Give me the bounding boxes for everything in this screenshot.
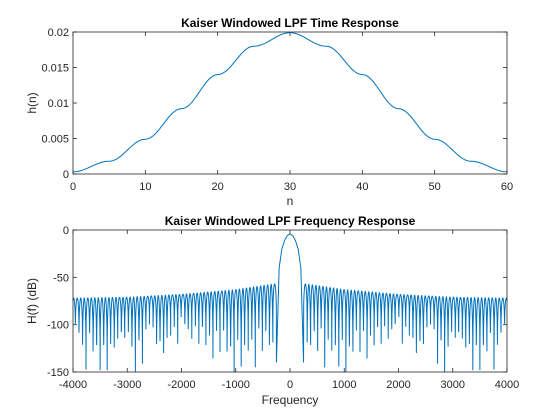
x-tick-label: 1000 bbox=[332, 379, 356, 391]
x-tick-label: 0 bbox=[287, 379, 293, 391]
time-plot-axes-box bbox=[72, 31, 508, 175]
x-tick-label: 0 bbox=[70, 181, 76, 193]
x-tick-label: 3000 bbox=[441, 379, 465, 391]
time-plot-xlabel: n bbox=[287, 194, 294, 208]
x-tick-label: 4000 bbox=[495, 379, 519, 391]
x-tick-label: -1000 bbox=[222, 379, 250, 391]
freq-plot-axes-box bbox=[72, 229, 508, 373]
time-plot-ticks: 0 10 20 30 40 50 60 0 0.005 0.01 0.015 0.02 bbox=[41, 27, 513, 193]
freq-plot-ylabel: H(f) (dB) bbox=[25, 278, 39, 324]
y-tick-label: 0 bbox=[63, 169, 69, 181]
time-response-line bbox=[72, 32, 508, 173]
x-tick-label: 60 bbox=[501, 181, 513, 193]
frequency-response-line bbox=[72, 233, 508, 373]
y-tick-label: 0.01 bbox=[48, 98, 69, 110]
x-tick-label: 10 bbox=[139, 181, 151, 193]
x-tick-label: 50 bbox=[429, 181, 441, 193]
x-tick-label: -2000 bbox=[167, 379, 195, 391]
x-tick-label: -4000 bbox=[59, 379, 87, 391]
time-plot-ylabel: h(n) bbox=[25, 92, 39, 113]
freq-plot-ticks: -4000 -3000 -2000 -1000 0 1000 2000 3000 4000-15… bbox=[47, 225, 519, 391]
x-tick-label: -3000 bbox=[113, 379, 141, 391]
freq-plot-xlabel: Frequency bbox=[262, 393, 319, 407]
y-tick-label: 0 bbox=[63, 225, 69, 237]
x-tick-label: 20 bbox=[212, 181, 224, 193]
x-tick-label: 30 bbox=[284, 181, 296, 193]
y-tick-label: -100 bbox=[47, 320, 69, 332]
time-plot-title: Kaiser Windowed LPF Time Response bbox=[181, 16, 399, 30]
y-tick-label: 0.02 bbox=[48, 27, 69, 39]
x-tick-label: 2000 bbox=[386, 379, 410, 391]
y-tick-label: -50 bbox=[53, 272, 69, 284]
time-response-plot: Kaiser Windowed LPF Time Response 0 10 20 3… bbox=[25, 16, 513, 208]
y-tick-label: -150 bbox=[47, 367, 69, 379]
y-tick-label: 0.005 bbox=[41, 134, 69, 146]
freq-plot-title: Kaiser Windowed LPF Frequency Response bbox=[165, 214, 416, 228]
y-tick-label: 0.015 bbox=[41, 63, 69, 75]
x-tick-label: 40 bbox=[356, 181, 368, 193]
frequency-response-plot: Kaiser Windowed LPF Frequency Response -… bbox=[25, 214, 519, 407]
